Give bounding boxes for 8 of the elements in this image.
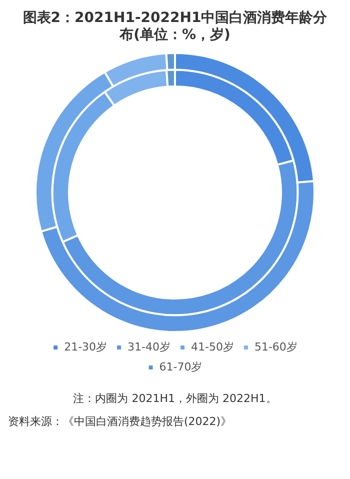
chart-title: 图表2：2021H1-2022H1中国白酒消费年龄分布(单位：%，岁): [22, 9, 328, 45]
legend-label: 61-70岁: [159, 360, 202, 374]
legend-label: 51-60岁: [254, 340, 298, 354]
legend-label: 31-40岁: [128, 340, 171, 354]
legend-label: 21-30岁: [64, 340, 108, 354]
text: 资料来源：《中国白酒消费趋势报告(2022)》: [8, 414, 233, 429]
text: 注：内圈为 2021H1，外圈为 2022H1。: [72, 391, 278, 406]
legend-label: 41-50岁: [191, 340, 234, 354]
